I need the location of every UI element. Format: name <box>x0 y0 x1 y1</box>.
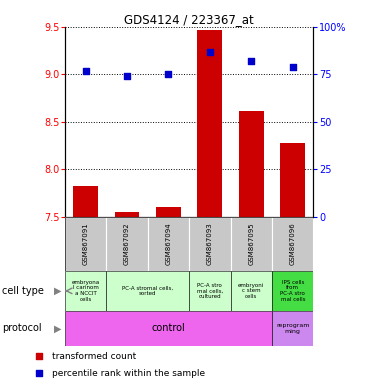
Bar <box>73 185 98 217</box>
Text: PC-A stromal cells,
sorted: PC-A stromal cells, sorted <box>122 285 173 296</box>
Text: protocol: protocol <box>2 323 42 333</box>
Text: cell type: cell type <box>2 286 44 296</box>
Bar <box>156 207 181 217</box>
Title: GDS4124 / 223367_at: GDS4124 / 223367_at <box>124 13 254 26</box>
Bar <box>106 217 148 271</box>
Text: GSM867096: GSM867096 <box>290 222 296 265</box>
Text: control: control <box>152 323 186 333</box>
Bar <box>280 143 305 217</box>
Point <box>165 71 171 78</box>
Bar <box>65 217 106 271</box>
Bar <box>189 271 231 311</box>
Text: GSM867092: GSM867092 <box>124 222 130 265</box>
Bar <box>231 271 272 311</box>
Text: GSM867094: GSM867094 <box>165 222 171 265</box>
Bar <box>272 217 313 271</box>
Bar <box>115 212 139 217</box>
Bar <box>148 217 189 271</box>
Text: transformed count: transformed count <box>52 352 136 361</box>
Bar <box>239 111 264 217</box>
Bar <box>189 217 231 271</box>
Bar <box>106 271 189 311</box>
Bar <box>231 217 272 271</box>
Text: IPS cells
from
PC-A stro
mal cells: IPS cells from PC-A stro mal cells <box>280 280 305 302</box>
Text: percentile rank within the sample: percentile rank within the sample <box>52 369 205 378</box>
Text: embryona
l carinom
a NCCIT
cells: embryona l carinom a NCCIT cells <box>72 280 100 302</box>
Text: GSM867095: GSM867095 <box>248 222 255 265</box>
Text: GSM867091: GSM867091 <box>83 222 89 265</box>
Bar <box>65 311 272 346</box>
Point <box>36 370 42 376</box>
Text: GSM867093: GSM867093 <box>207 222 213 265</box>
Bar <box>272 311 313 346</box>
Text: reprogram
ming: reprogram ming <box>276 323 309 334</box>
Bar <box>272 271 313 311</box>
Point <box>36 353 42 359</box>
Text: PC-A stro
mal cells,
cultured: PC-A stro mal cells, cultured <box>197 283 223 299</box>
Text: embryoni
c stem
cells: embryoni c stem cells <box>238 283 265 299</box>
Point <box>249 58 255 64</box>
Bar <box>65 271 106 311</box>
Point <box>124 73 130 79</box>
Point <box>207 48 213 55</box>
Bar <box>197 30 222 217</box>
Point <box>290 64 296 70</box>
Text: ▶: ▶ <box>54 286 61 296</box>
Text: ▶: ▶ <box>54 323 61 333</box>
Point <box>83 68 89 74</box>
